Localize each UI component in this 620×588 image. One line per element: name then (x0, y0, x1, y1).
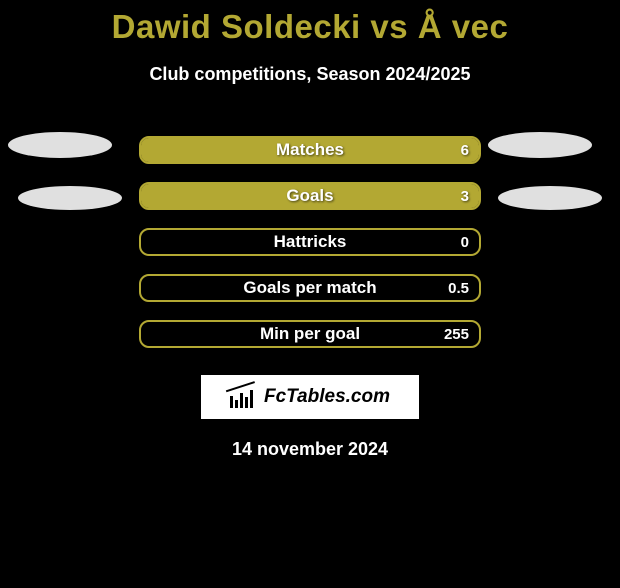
chart-icon (230, 386, 258, 408)
decorative-ellipse (498, 186, 602, 210)
page-subtitle: Club competitions, Season 2024/2025 (0, 64, 620, 85)
stat-bar: 6Matches (139, 136, 481, 164)
stat-bar: 3Goals (139, 182, 481, 210)
stat-label: Min per goal (141, 322, 479, 346)
decorative-ellipse (8, 132, 112, 158)
stat-label: Goals per match (141, 276, 479, 300)
stat-bar-fill-left (141, 184, 479, 208)
logo-box: FcTables.com (201, 375, 419, 419)
stat-value-right: 255 (444, 322, 469, 346)
stat-bar-fill-left (141, 138, 479, 162)
decorative-ellipse (18, 186, 122, 210)
stat-value-right: 3 (461, 184, 469, 208)
page-title: Dawid Soldecki vs Å vec (0, 8, 620, 46)
stats-area: 6Matches 3Goals 0Hattricks 0.5Goals per mat… (0, 127, 620, 357)
stat-label: Hattricks (141, 230, 479, 254)
stat-bar: 255Min per goal (139, 320, 481, 348)
stat-value-right: 6 (461, 138, 469, 162)
stat-bar: 0.5Goals per match (139, 274, 481, 302)
stat-row: 255Min per goal (0, 311, 620, 357)
stat-row: 0.5Goals per match (0, 265, 620, 311)
stat-bar: 0Hattricks (139, 228, 481, 256)
logo-text: FcTables.com (264, 386, 390, 408)
stat-value-right: 0.5 (448, 276, 469, 300)
stat-value-right: 0 (461, 230, 469, 254)
stat-row: 0Hattricks (0, 219, 620, 265)
footer-date: 14 november 2024 (0, 439, 620, 460)
decorative-ellipse (488, 132, 592, 158)
